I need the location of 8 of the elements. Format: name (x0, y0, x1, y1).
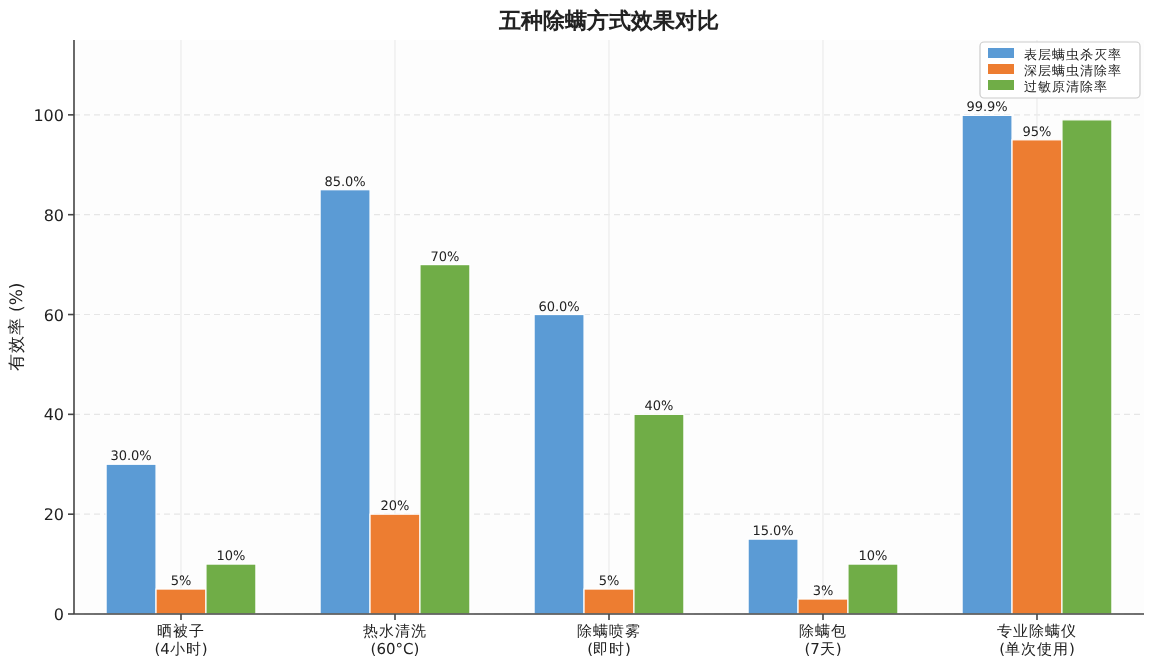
y-tick-label: 40 (43, 406, 64, 425)
y-tick-label: 20 (43, 506, 64, 525)
y-tick-label: 100 (33, 106, 64, 125)
y-tick-label: 80 (43, 206, 64, 225)
y-tick-label: 0 (53, 606, 64, 624)
chart-title: 五种除螨方式效果对比 (497, 8, 719, 34)
y-axis-title: 有效率 (%) (6, 282, 28, 372)
y-tick-label: 60 (43, 306, 64, 325)
